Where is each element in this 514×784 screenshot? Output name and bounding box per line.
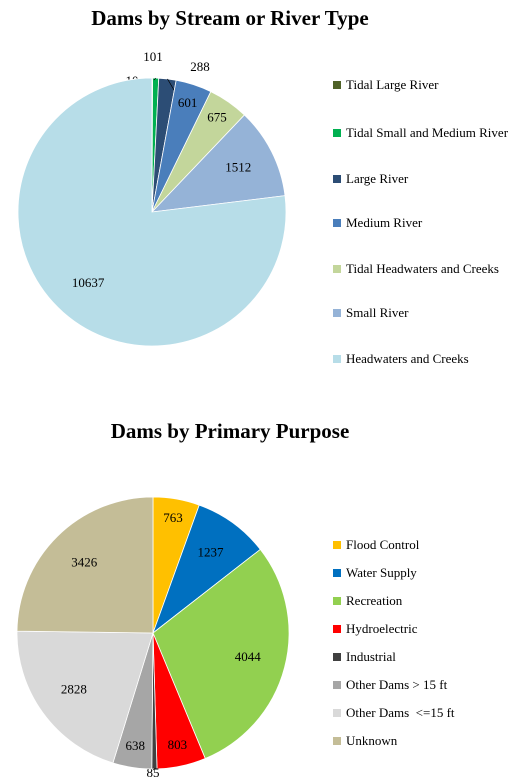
- pie-slice: [152, 548, 290, 760]
- legend-swatch: [333, 219, 341, 227]
- pie-slice: [150, 114, 286, 213]
- data-label: 3426: [71, 554, 98, 569]
- data-label: 601: [178, 95, 198, 110]
- data-label: 10637: [72, 275, 105, 290]
- leader-line: [153, 77, 156, 81]
- legend-swatch: [333, 355, 341, 363]
- legend-swatch: [333, 569, 341, 577]
- legend-label: Unknown: [346, 733, 398, 748]
- legend-label: Large River: [346, 171, 409, 186]
- legend-swatch: [333, 681, 341, 689]
- legend-label: Other Dams <=15 ft: [346, 705, 455, 720]
- legend-swatch: [333, 265, 341, 273]
- legend-swatch: [333, 175, 341, 183]
- pie-slice: [17, 77, 287, 347]
- legend-label: Tidal Large River: [346, 77, 439, 92]
- legend-label: Hydroelectric: [346, 621, 418, 636]
- legend-swatch: [333, 597, 341, 605]
- legend-label: Headwaters and Creeks: [346, 351, 469, 366]
- legend-swatch: [333, 541, 341, 549]
- data-label: 101: [143, 49, 163, 64]
- data-label: 638: [126, 738, 146, 753]
- data-label: 675: [207, 109, 227, 124]
- data-label: 1237: [198, 545, 225, 560]
- legend-label: Small River: [346, 305, 409, 320]
- data-label: 1512: [225, 160, 251, 175]
- data-label: 2828: [61, 682, 87, 697]
- legend-label: Other Dams > 15 ft: [346, 677, 448, 692]
- legend-swatch: [333, 129, 341, 137]
- legend-swatch: [333, 653, 341, 661]
- pie-slice: [16, 630, 154, 764]
- data-label: 763: [163, 510, 183, 525]
- leader-line: [152, 768, 155, 771]
- legend-label: Flood Control: [346, 537, 420, 552]
- chart-title: Dams by Primary Purpose: [111, 419, 350, 443]
- data-label: 4044: [235, 649, 262, 664]
- legend-swatch: [333, 625, 341, 633]
- legend-label: Medium River: [346, 215, 423, 230]
- legend-label: Water Supply: [346, 565, 417, 580]
- legend-label: Tidal Headwaters and Creeks: [346, 261, 499, 276]
- legend-swatch: [333, 309, 341, 317]
- legend-label: Industrial: [346, 649, 396, 664]
- data-label: 803: [168, 737, 188, 752]
- data-label: 288: [190, 59, 210, 74]
- legend-label: Recreation: [346, 593, 403, 608]
- leader-line: [167, 78, 175, 91]
- legend-swatch: [333, 709, 341, 717]
- chart-title: Dams by Stream or River Type: [91, 6, 368, 30]
- legend-swatch: [333, 81, 341, 89]
- pie-slice: [16, 496, 154, 634]
- legend-swatch: [333, 737, 341, 745]
- legend-label: Tidal Small and Medium River: [346, 125, 509, 140]
